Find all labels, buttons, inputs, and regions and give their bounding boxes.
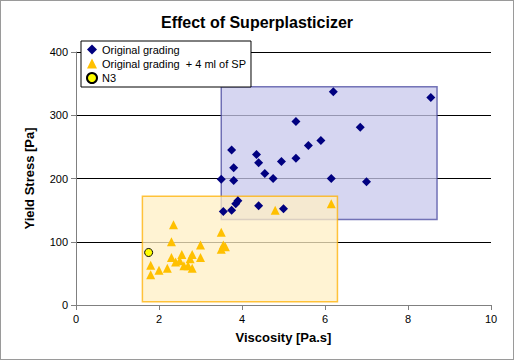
svg-text:6: 6 <box>322 313 328 325</box>
svg-text:4: 4 <box>239 313 245 325</box>
svg-text:Viscosity [Pa.s]: Viscosity [Pa.s] <box>236 330 332 345</box>
svg-text:N3: N3 <box>102 72 116 84</box>
svg-text:0: 0 <box>73 313 79 325</box>
svg-text:300: 300 <box>50 109 68 121</box>
svg-text:Original grading: Original grading <box>102 44 180 56</box>
svg-text:0: 0 <box>62 299 68 311</box>
svg-text:Yield Stress [Pa]: Yield Stress [Pa] <box>22 127 37 229</box>
svg-text:200: 200 <box>50 173 68 185</box>
svg-text:100: 100 <box>50 236 68 248</box>
svg-text:Effect of Superplasticizer: Effect of Superplasticizer <box>161 14 353 31</box>
svg-text:10: 10 <box>485 313 497 325</box>
svg-text:Original grading + 4 ml of SP: Original grading + 4 ml of SP <box>102 58 246 70</box>
svg-text:2: 2 <box>156 313 162 325</box>
svg-text:400: 400 <box>50 46 68 58</box>
svg-text:8: 8 <box>405 313 411 325</box>
